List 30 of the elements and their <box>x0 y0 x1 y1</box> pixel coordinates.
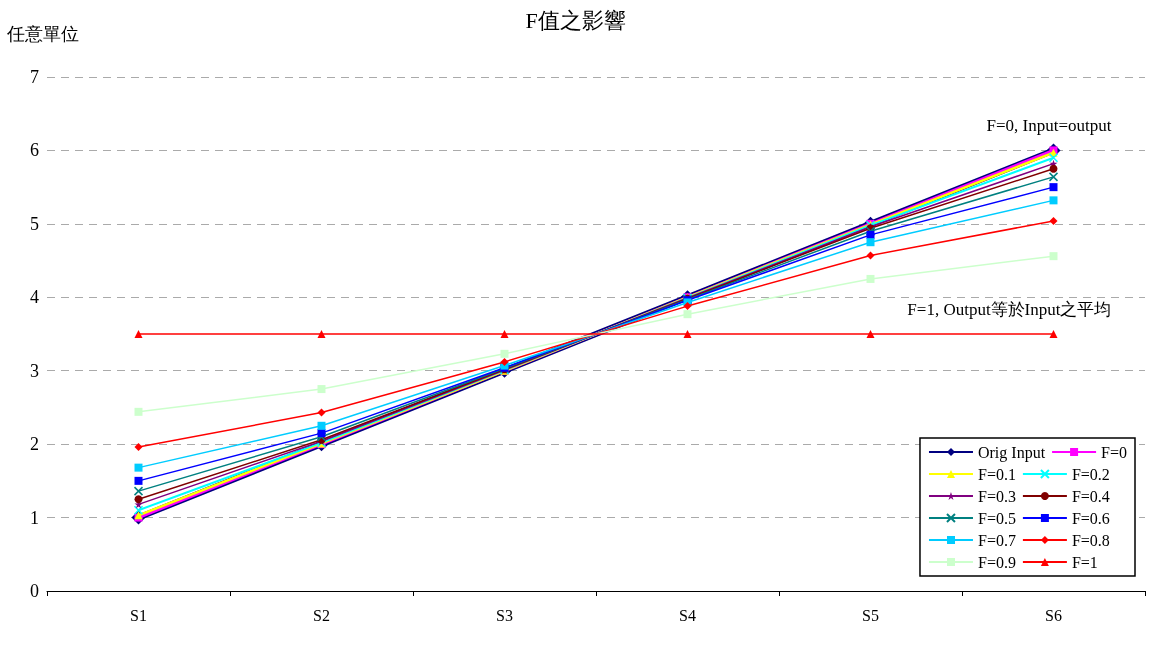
y-tick-label: 5 <box>30 213 39 234</box>
legend-label: F=0.4 <box>1071 487 1110 505</box>
legend-label: F=0.9 <box>977 553 1016 571</box>
x-tick-label: S6 <box>1045 606 1062 624</box>
x-tick-label: S4 <box>679 606 696 624</box>
y-tick-label: 2 <box>30 434 39 455</box>
y-tick-label: 0 <box>30 581 39 601</box>
y-tick-label: 6 <box>30 140 39 161</box>
x-tick-label: S5 <box>862 606 879 624</box>
y-tick-label: 4 <box>30 287 39 308</box>
legend-label: F=1 <box>1071 553 1098 571</box>
y-tick-label: 3 <box>30 360 39 381</box>
legend-label: F=0.8 <box>1071 531 1110 549</box>
chart-title: F值之影響 <box>525 7 626 33</box>
legend-label: F=0.7 <box>977 531 1016 549</box>
legend-label: F=0.6 <box>1071 509 1110 527</box>
legend-label: F=0.1 <box>977 465 1016 483</box>
legend-label: Orig Input <box>977 443 1046 462</box>
x-tick-label: S3 <box>496 606 513 624</box>
y-tick-label: 7 <box>30 67 39 87</box>
y-tick-label: 1 <box>30 507 39 528</box>
x-tick-label: S2 <box>313 606 330 624</box>
y-axis-title: 任意單位 <box>6 24 79 44</box>
legend-label: F=0.2 <box>1071 465 1110 483</box>
legend-label: F=0 <box>1101 443 1127 461</box>
legend-label: F=0.5 <box>977 509 1016 527</box>
legend-label: F=0.3 <box>977 487 1016 505</box>
annotation: F=1, Output等於Input之平均 <box>907 300 1112 319</box>
x-tick-label: S1 <box>130 606 147 624</box>
annotation: F=0, Input=output <box>986 116 1112 136</box>
